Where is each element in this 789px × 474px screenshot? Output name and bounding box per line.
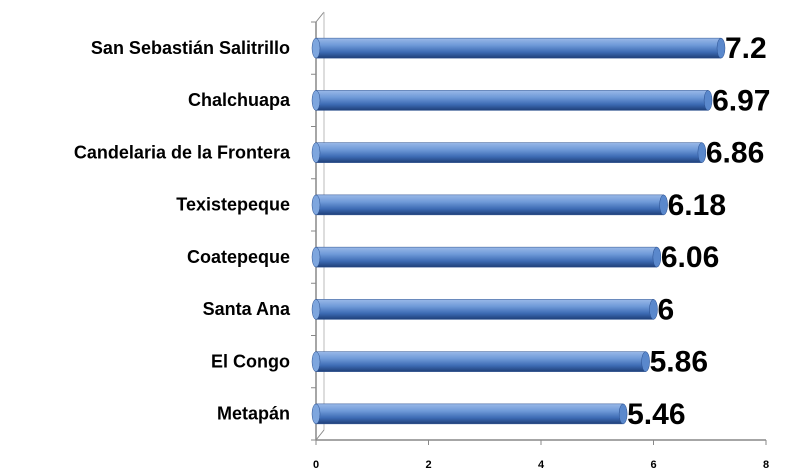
bar (315, 246, 658, 268)
y-tick-label: Metapán (217, 404, 290, 424)
x-tick-label: 8 (763, 459, 769, 471)
value-label: 7.2 (725, 32, 767, 65)
y-tick-label: El Congo (211, 351, 290, 371)
bar-cap (716, 37, 726, 59)
bar (315, 351, 646, 372)
bar-cap (311, 142, 321, 163)
y-tick-label: Chalchuapa (188, 90, 291, 110)
bar-cap (659, 194, 668, 216)
bar-cap (652, 246, 662, 268)
value-label: 5.46 (627, 398, 685, 431)
value-label: 5.86 (650, 346, 708, 379)
y-tick-label: San Sebastián Salitrillo (91, 38, 290, 58)
bar-cap (703, 90, 713, 111)
y-tick-label: Santa Ana (203, 299, 291, 319)
bar (315, 90, 709, 111)
value-label: 6 (658, 293, 675, 326)
bar (315, 403, 624, 425)
x-tick-label: 4 (538, 459, 545, 471)
bar (315, 299, 654, 320)
bar-cap (311, 246, 321, 268)
bar-cap (311, 194, 321, 216)
bar-cap (311, 351, 321, 372)
y-tick-label: Candelaria de la Frontera (74, 142, 291, 162)
value-label: 6.18 (668, 189, 726, 222)
bar-cap (311, 299, 321, 320)
value-label: 6.06 (661, 241, 719, 274)
bar-cap (641, 351, 650, 372)
bar-cap (311, 90, 321, 111)
x-tick-label: 6 (650, 459, 656, 471)
bar (315, 142, 703, 163)
value-label: 6.86 (706, 137, 764, 170)
value-label: 6.97 (712, 84, 770, 117)
y-tick-label: Texistepeque (176, 195, 290, 215)
bar-cap (697, 142, 707, 163)
bar (315, 194, 664, 216)
bar-cap (649, 299, 658, 320)
depth-line (315, 11, 325, 23)
y-tick-label: Coatepeque (187, 247, 290, 267)
bar-cap (311, 403, 321, 425)
x-tick-label: 0 (313, 459, 319, 471)
x-tick-label: 2 (425, 459, 431, 471)
bar-cap (311, 37, 321, 59)
bar-cap (618, 403, 628, 425)
bar (315, 37, 722, 59)
depth-line (315, 429, 325, 441)
